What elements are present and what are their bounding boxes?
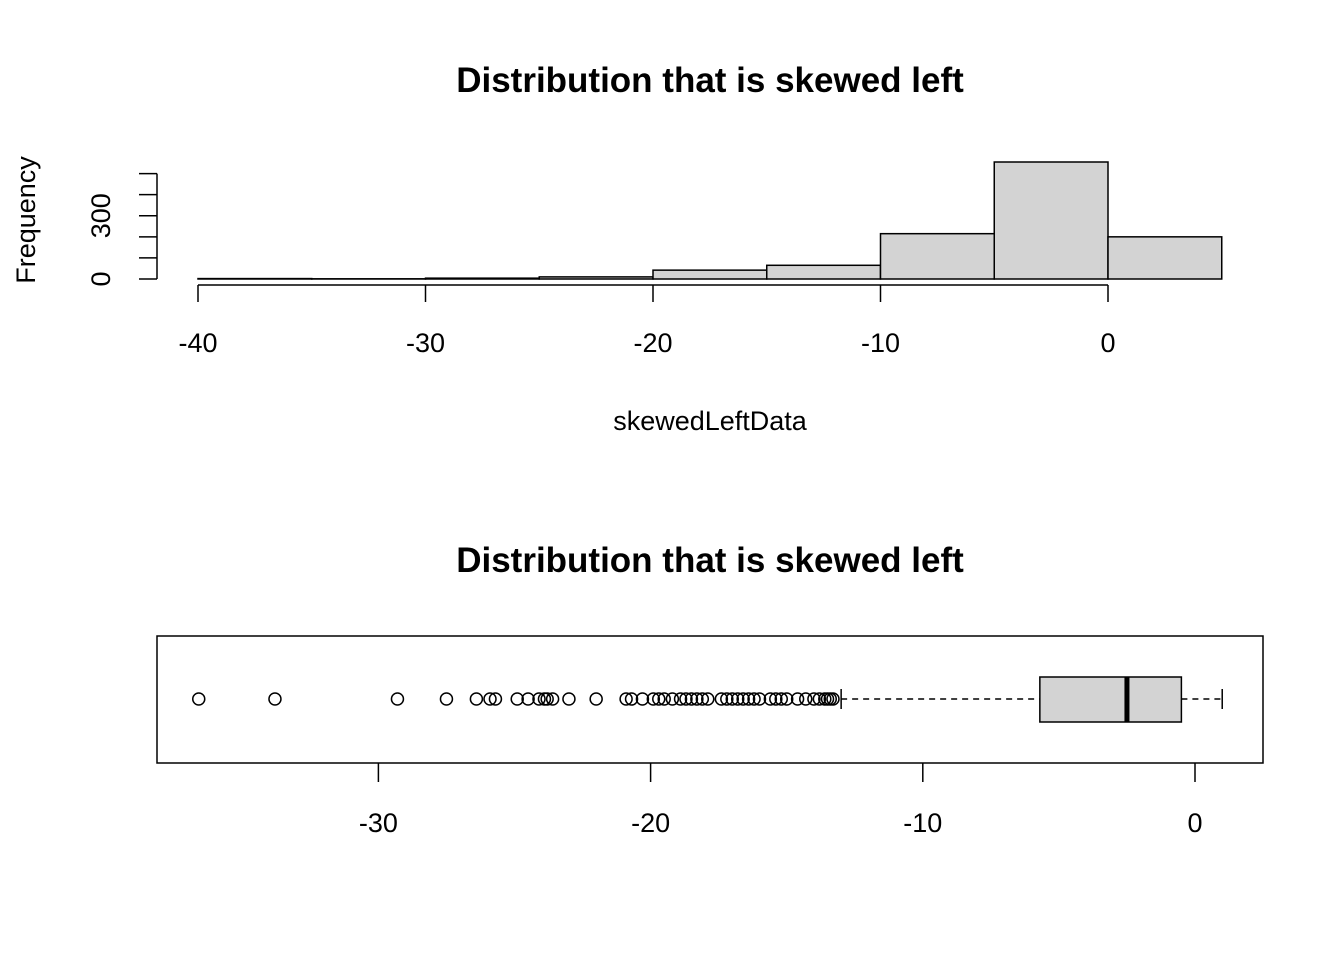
outlier-point (657, 692, 671, 706)
outlier-point (562, 692, 576, 706)
boxplot-panel: Distribution that is skewed left -30 -20-… (156, 541, 1264, 838)
outlier-point (684, 692, 699, 706)
outlier-point (736, 692, 750, 706)
outlier-point (268, 692, 282, 706)
histogram-bar (879, 232, 995, 280)
outlier-point (695, 692, 710, 706)
outlier-point (619, 692, 633, 706)
outlier-point (439, 692, 454, 706)
boxplot-x-tick-label: -20 (631, 808, 670, 838)
outlier-point (752, 692, 767, 706)
outlier-point (510, 692, 524, 706)
outlier-point (747, 692, 761, 706)
outlier-point (807, 692, 821, 706)
histogram-y-label: Frequency (11, 156, 41, 284)
outlier-point (624, 692, 639, 706)
outlier-point (774, 692, 789, 706)
outlier-point (635, 692, 650, 706)
outlier-point (720, 692, 734, 706)
outlier-point (488, 692, 503, 706)
histogram-y-tick-label: 300 (86, 193, 116, 238)
histogram-bar (1107, 236, 1223, 280)
outlier-point (390, 692, 405, 706)
histogram-x-tick-label: -40 (178, 328, 217, 358)
outlier-point (701, 692, 715, 706)
histogram-bar (993, 161, 1109, 280)
outlier-point (812, 692, 827, 706)
histogram-title: Distribution that is skewed left (456, 61, 964, 100)
outlier-point (690, 692, 704, 706)
outlier-point (714, 692, 729, 706)
outlier-point (673, 692, 688, 706)
outlier-point (483, 692, 497, 706)
boxplot-title: Distribution that is skewed left (456, 541, 964, 580)
outlier-point (521, 692, 535, 706)
outlier-point (799, 692, 813, 706)
outlier-point (532, 692, 546, 706)
outlier-point (826, 692, 840, 706)
histogram-x-tick-label: -30 (406, 328, 445, 358)
histogram-x-label: skewedLeftData (613, 406, 808, 436)
histogram-x-tick-label: -10 (861, 328, 900, 358)
boxplot-marks (191, 676, 1223, 723)
histogram-bar (538, 276, 654, 280)
histogram-y-axis: 0 300 (86, 172, 158, 287)
outlier-point (679, 692, 693, 706)
histogram-panel: Distribution that is skewed left -40 -30-… (11, 61, 1223, 436)
histogram-bar (766, 264, 882, 280)
outlier-point (665, 692, 680, 706)
boxplot-x-axis: -30 -20 -10 0 (359, 763, 1203, 838)
boxplot-x-tick-label: -10 (903, 808, 942, 838)
outlier-point (769, 692, 783, 706)
outlier-point (725, 692, 740, 706)
outlier-point (779, 692, 794, 706)
histogram-y-tick-label: 0 (86, 271, 116, 286)
outlier-point (191, 692, 206, 706)
outlier-point (540, 692, 554, 706)
histogram-x-tick-label: 0 (1100, 328, 1115, 358)
outlier-point (589, 692, 603, 706)
histogram-x-axis: -40 -30 -20 -10 0 (178, 284, 1116, 358)
histogram-x-tick-label: -20 (633, 328, 672, 358)
boxplot-x-tick-label: 0 (1187, 808, 1202, 838)
histogram-bar (424, 277, 540, 280)
histogram-bar (652, 269, 768, 280)
boxplot-frame (156, 635, 1264, 764)
outlier-point (730, 692, 745, 706)
iqr-box (1039, 676, 1183, 723)
outlier-point (545, 692, 560, 706)
outlier-point (763, 692, 778, 706)
boxplot-x-tick-label: -30 (359, 808, 398, 838)
outlier-point (469, 692, 484, 706)
outlier-point (790, 692, 805, 706)
outlier-point (741, 692, 756, 706)
histogram-bars (197, 161, 1223, 280)
outlier-point (646, 692, 661, 706)
outlier-point (652, 692, 666, 706)
